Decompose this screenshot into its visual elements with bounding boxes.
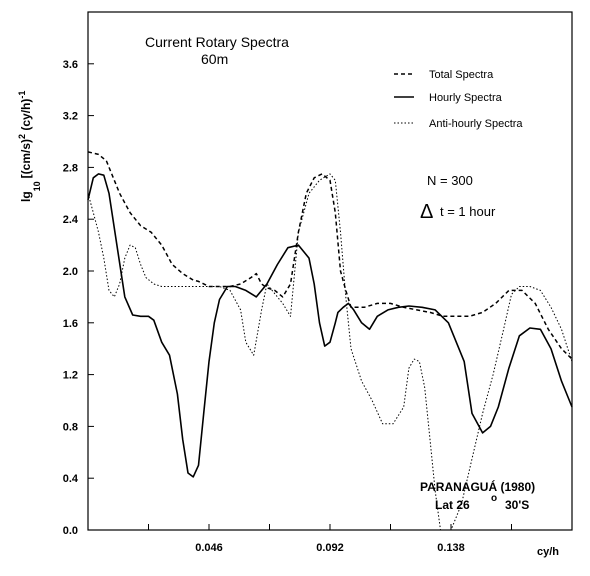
legend: Total Spectra Hourly Spectra Anti-hourly… xyxy=(394,69,523,130)
y-label-sup2: -1 xyxy=(17,91,27,99)
series-line-dashed xyxy=(87,151,573,360)
y-tick-label: 2.4 xyxy=(63,214,79,226)
lat-degree: o xyxy=(491,493,497,504)
y-axis-label: lg10 [(cm/s)2 (cy/h)-1 xyxy=(17,91,42,202)
y-tick-label: 0.8 xyxy=(63,421,78,433)
y-tick-label: 1.2 xyxy=(63,370,78,382)
y-label-lg: lg xyxy=(19,191,33,202)
lat-prefix: Lat 26 xyxy=(435,498,470,512)
dt-annotation: t = 1 hour xyxy=(440,204,496,219)
y-label-main: [(cm/s) xyxy=(19,139,33,178)
x-axis: 0.046 0.092 0.138 xyxy=(148,524,573,554)
x-tick-label: 0.092 xyxy=(316,542,344,554)
series-layer xyxy=(87,151,573,531)
chart-subtitle: 60m xyxy=(201,51,228,67)
y-tick-label: 0.0 xyxy=(63,525,78,537)
x-tick-label: 0.046 xyxy=(195,542,223,554)
n-annotation: N = 300 xyxy=(427,173,473,188)
y-label-rest: (cy/h) xyxy=(19,99,33,134)
delta-symbol: Δ xyxy=(420,201,433,223)
svg-text:lg10[(cm/s)2 (cy/h)-1: lg10 [(cm/s)2 (cy/h)-1 xyxy=(17,91,42,202)
x-tick-label: 0.138 xyxy=(437,542,465,554)
y-tick-label: 0.4 xyxy=(63,473,79,485)
y-label-sup: 2 xyxy=(17,134,27,139)
plot-frame xyxy=(87,11,573,531)
chart-title: Current Rotary Spectra xyxy=(145,34,289,50)
x-axis-label: cy/h xyxy=(537,546,559,558)
y-label-sub: 10 xyxy=(32,181,42,191)
legend-label-total: Total Spectra xyxy=(429,69,494,81)
y-tick-label: 2.0 xyxy=(63,266,78,278)
legend-label-hourly: Hourly Spectra xyxy=(429,92,503,104)
series-line-dotted xyxy=(87,173,573,531)
y-tick-label: 1.6 xyxy=(63,318,78,330)
y-tick-label: 2.8 xyxy=(63,162,78,174)
location-label: PARANAGUÁ (1980) xyxy=(420,479,535,494)
latitude-label: Lat 26 o 30'S xyxy=(435,493,529,512)
y-axis: 0.0 0.4 0.8 1.2 1.6 2.0 2.4 2.8 3.2 3.6 xyxy=(63,59,94,537)
y-tick-label: 3.2 xyxy=(63,111,78,123)
y-tick-label: 3.6 xyxy=(63,59,78,71)
series-line-solid xyxy=(87,173,573,478)
lat-suffix: 30'S xyxy=(505,498,529,512)
legend-label-antihourly: Anti-hourly Spectra xyxy=(429,118,523,130)
